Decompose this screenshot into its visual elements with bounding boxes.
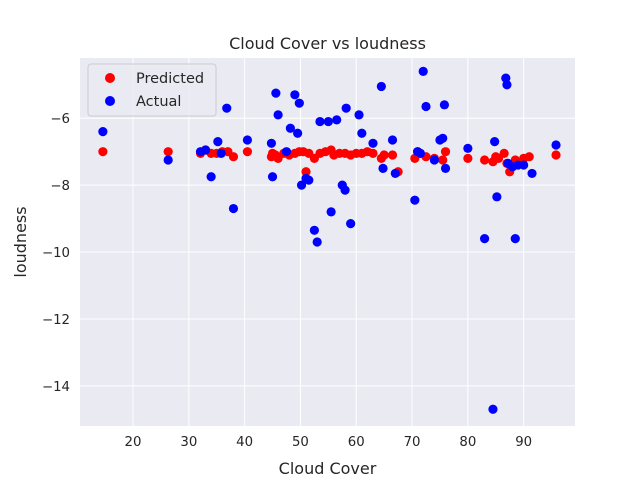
actual-point [200, 145, 211, 155]
predicted-point [163, 147, 173, 157]
predicted-point [440, 147, 451, 157]
actual-point [387, 135, 398, 145]
actual-point [213, 137, 223, 147]
actual-point [415, 148, 426, 158]
y-axis-label: loudness [11, 206, 30, 277]
x-tick-label: 40 [236, 435, 253, 450]
actual-point [163, 155, 173, 165]
actual-point [354, 110, 364, 120]
x-tick-label: 20 [125, 435, 142, 450]
actual-point [418, 66, 428, 76]
legend-label-actual: Actual [136, 94, 181, 110]
actual-point [502, 80, 512, 90]
predicted-point [379, 150, 389, 160]
actual-point [98, 127, 108, 137]
actual-point [281, 147, 292, 157]
actual-point [376, 81, 386, 92]
actual-point [440, 163, 451, 173]
actual-point [410, 195, 420, 205]
actual-point [216, 148, 226, 158]
x-tick-label: 70 [404, 435, 421, 450]
actual-point [228, 203, 239, 214]
y-tick-labels: −14 −12 −10 −8 −6 [42, 112, 70, 395]
x-axis-label: Cloud Cover [279, 459, 377, 478]
y-tick-label: −6 [50, 112, 70, 127]
data-points [98, 66, 561, 414]
actual-point [341, 103, 351, 113]
actual-point [492, 192, 502, 202]
actual-point [463, 143, 473, 153]
actual-point [309, 225, 319, 235]
actual-point [551, 140, 561, 150]
predicted-point [98, 147, 108, 157]
actual-point [242, 135, 253, 145]
actual-point [323, 116, 333, 127]
actual-point [357, 128, 367, 138]
predicted-point [387, 150, 398, 160]
actual-point [340, 185, 350, 195]
predicted-point [242, 147, 253, 157]
x-tick-label: 90 [515, 435, 532, 450]
actual-point [326, 207, 336, 217]
y-tick-label: −10 [42, 246, 70, 261]
actual-point [285, 123, 295, 133]
chart-title: Cloud Cover vs loudness [229, 34, 426, 53]
actual-point [267, 172, 278, 182]
actual-point [421, 101, 431, 112]
actual-point [312, 237, 322, 247]
actual-point [527, 168, 537, 179]
actual-point [510, 234, 520, 244]
actual-point [315, 116, 325, 127]
actual-point [519, 160, 529, 170]
actual-point [222, 103, 232, 113]
actual-point [294, 98, 304, 108]
predicted-point [524, 152, 534, 162]
x-tick-labels: 20 30 40 50 60 70 80 90 [125, 435, 533, 450]
grid-lines [80, 58, 575, 426]
actual-point [346, 219, 356, 229]
predicted-point [228, 152, 239, 162]
actual-point [390, 168, 400, 179]
predicted-point [479, 155, 490, 165]
actual-point [293, 128, 303, 138]
predicted-point [463, 153, 473, 163]
x-tick-label: 50 [292, 435, 309, 450]
actual-point [378, 163, 388, 173]
actual-point [429, 155, 439, 165]
y-tick-label: −12 [42, 313, 70, 328]
legend-label-predicted: Predicted [136, 71, 204, 87]
predicted-point [438, 155, 448, 165]
actual-point [296, 180, 307, 190]
x-tick-label: 60 [348, 435, 365, 450]
x-tick-label: 80 [459, 435, 476, 450]
actual-point [368, 138, 378, 148]
actual-point [304, 175, 314, 185]
legend-box [87, 63, 217, 117]
actual-point [266, 138, 277, 148]
actual-point [488, 404, 498, 414]
actual-point [332, 115, 342, 125]
actual-point [206, 172, 216, 182]
actual-point [271, 88, 281, 98]
x-tick-label: 30 [180, 435, 197, 450]
actual-point [290, 90, 300, 100]
y-tick-label: −14 [42, 380, 70, 395]
predicted-point [551, 150, 561, 160]
y-tick-label: −8 [50, 179, 70, 194]
actual-point [479, 234, 490, 244]
actual-point [439, 100, 450, 110]
legend: Predicted Actual [87, 63, 217, 117]
actual-point [490, 137, 500, 147]
legend-marker-actual [105, 96, 115, 106]
actual-point [438, 133, 448, 143]
series-actual [98, 66, 561, 414]
predicted-point [499, 148, 509, 158]
predicted-point [368, 148, 378, 158]
legend-marker-predicted [105, 73, 115, 83]
predicted-point [301, 167, 311, 177]
actual-point [273, 110, 283, 120]
